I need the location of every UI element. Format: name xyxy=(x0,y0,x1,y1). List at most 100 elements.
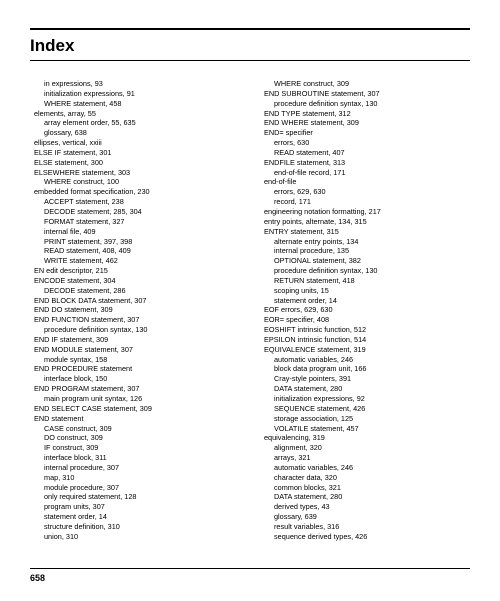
index-entry: WHERE construct, 100 xyxy=(30,177,240,187)
index-entry: result variables, 316 xyxy=(260,522,470,532)
left-column: in expressions, 93initialization express… xyxy=(30,79,240,542)
index-entry: internal file, 409 xyxy=(30,227,240,237)
thin-rule xyxy=(30,60,470,61)
index-entry: statement order, 14 xyxy=(260,296,470,306)
index-entry: WHERE construct, 309 xyxy=(260,79,470,89)
index-entry: map, 310 xyxy=(30,473,240,483)
index-entry: module syntax, 158 xyxy=(30,355,240,365)
index-entry: EOSHIFT intrinsic function, 512 xyxy=(260,325,470,335)
index-entry: END IF statement, 309 xyxy=(30,335,240,345)
index-entry: end-of-file record, 171 xyxy=(260,168,470,178)
top-rule xyxy=(30,28,470,30)
index-entry: initialization expressions, 92 xyxy=(260,394,470,404)
index-entry: ELSEWHERE statement, 303 xyxy=(30,168,240,178)
index-entry: DATA statement, 280 xyxy=(260,384,470,394)
index-entry: entry points, alternate, 134, 315 xyxy=(260,217,470,227)
index-entry: END SUBROUTINE statement, 307 xyxy=(260,89,470,99)
index-entry: procedure definition syntax, 130 xyxy=(30,325,240,335)
index-entry: ellipses, vertical, xxiii xyxy=(30,138,240,148)
index-entry: engineering notation formatting, 217 xyxy=(260,207,470,217)
index-entry: module procedure, 307 xyxy=(30,483,240,493)
index-entry: END PROCEDURE statement xyxy=(30,364,240,374)
index-entry: END= specifier xyxy=(260,128,470,138)
index-entry: EQUIVALENCE statement, 319 xyxy=(260,345,470,355)
index-entry: PRINT statement, 397, 398 xyxy=(30,237,240,247)
index-entry: glossary, 638 xyxy=(30,128,240,138)
index-entry: initialization expressions, 91 xyxy=(30,89,240,99)
index-entry: common blocks, 321 xyxy=(260,483,470,493)
index-entry: structure definition, 310 xyxy=(30,522,240,532)
page-number: 658 xyxy=(30,573,45,583)
index-entry: alternate entry points, 134 xyxy=(260,237,470,247)
index-entry: alignment, 320 xyxy=(260,443,470,453)
index-entry: errors, 629, 630 xyxy=(260,187,470,197)
index-columns: in expressions, 93initialization express… xyxy=(30,79,470,542)
index-entry: derived types, 43 xyxy=(260,502,470,512)
index-entry: program units, 307 xyxy=(30,502,240,512)
index-entry: record, 171 xyxy=(260,197,470,207)
index-entry: END PROGRAM statement, 307 xyxy=(30,384,240,394)
index-entry: END FUNCTION statement, 307 xyxy=(30,315,240,325)
index-entry: END BLOCK DATA statement, 307 xyxy=(30,296,240,306)
index-entry: character data, 320 xyxy=(260,473,470,483)
page-footer: 658 xyxy=(30,568,470,583)
index-entry: interface block, 311 xyxy=(30,453,240,463)
index-entry: DECODE statement, 286 xyxy=(30,286,240,296)
index-entry: main program unit syntax, 126 xyxy=(30,394,240,404)
index-entry: internal procedure, 307 xyxy=(30,463,240,473)
index-entry: elements, array, 55 xyxy=(30,109,240,119)
index-entry: END TYPE statement, 312 xyxy=(260,109,470,119)
index-entry: READ statement, 407 xyxy=(260,148,470,158)
index-entry: DECODE statement, 285, 304 xyxy=(30,207,240,217)
index-entry: end-of-file xyxy=(260,177,470,187)
index-entry: ENCODE statement, 304 xyxy=(30,276,240,286)
index-entry: ELSE IF statement, 301 xyxy=(30,148,240,158)
index-entry: END SELECT CASE statement, 309 xyxy=(30,404,240,414)
index-entry: automatic variables, 246 xyxy=(260,355,470,365)
index-entry: only required statement, 128 xyxy=(30,492,240,502)
index-entry: EOF errors, 629, 630 xyxy=(260,305,470,315)
index-entry: WRITE statement, 462 xyxy=(30,256,240,266)
index-entry: procedure definition syntax, 130 xyxy=(260,99,470,109)
index-entry: in expressions, 93 xyxy=(30,79,240,89)
index-entry: EOR= specifier, 408 xyxy=(260,315,470,325)
index-entry: arrays, 321 xyxy=(260,453,470,463)
index-entry: block data program unit, 166 xyxy=(260,364,470,374)
index-entry: ENDFILE statement, 313 xyxy=(260,158,470,168)
index-entry: OPTIONAL statement, 382 xyxy=(260,256,470,266)
index-entry: ENTRY statement, 315 xyxy=(260,227,470,237)
index-entry: VOLATILE statement, 457 xyxy=(260,424,470,434)
right-column: WHERE construct, 309END SUBROUTINE state… xyxy=(260,79,470,542)
index-entry: EN edit descriptor, 215 xyxy=(30,266,240,276)
index-entry: storage association, 125 xyxy=(260,414,470,424)
index-entry: WHERE statement, 458 xyxy=(30,99,240,109)
index-entry: array element order, 55, 635 xyxy=(30,118,240,128)
index-entry: Cray-style pointers, 391 xyxy=(260,374,470,384)
index-entry: IF construct, 309 xyxy=(30,443,240,453)
index-entry: FORMAT statement, 327 xyxy=(30,217,240,227)
index-entry: RETURN statement, 418 xyxy=(260,276,470,286)
index-entry: CASE construct, 309 xyxy=(30,424,240,434)
index-entry: procedure definition syntax, 130 xyxy=(260,266,470,276)
index-entry: errors, 630 xyxy=(260,138,470,148)
index-entry: END MODULE statement, 307 xyxy=(30,345,240,355)
index-entry: automatic variables, 246 xyxy=(260,463,470,473)
index-entry: equivalencing, 319 xyxy=(260,433,470,443)
index-entry: READ statement, 408, 409 xyxy=(30,246,240,256)
index-entry: internal procedure, 135 xyxy=(260,246,470,256)
index-entry: DATA statement, 280 xyxy=(260,492,470,502)
index-entry: EPSILON intrinsic function, 514 xyxy=(260,335,470,345)
index-entry: union, 310 xyxy=(30,532,240,542)
index-entry: END DO statement, 309 xyxy=(30,305,240,315)
index-entry: ACCEPT statement, 238 xyxy=(30,197,240,207)
index-entry: interface block, 150 xyxy=(30,374,240,384)
index-entry: END statement xyxy=(30,414,240,424)
page-title: Index xyxy=(30,36,470,56)
index-entry: sequence derived types, 426 xyxy=(260,532,470,542)
index-entry: scoping units, 15 xyxy=(260,286,470,296)
index-entry: statement order, 14 xyxy=(30,512,240,522)
index-entry: DO construct, 309 xyxy=(30,433,240,443)
index-entry: END WHERE statement, 309 xyxy=(260,118,470,128)
index-entry: embedded format specification, 230 xyxy=(30,187,240,197)
index-entry: ELSE statement, 300 xyxy=(30,158,240,168)
